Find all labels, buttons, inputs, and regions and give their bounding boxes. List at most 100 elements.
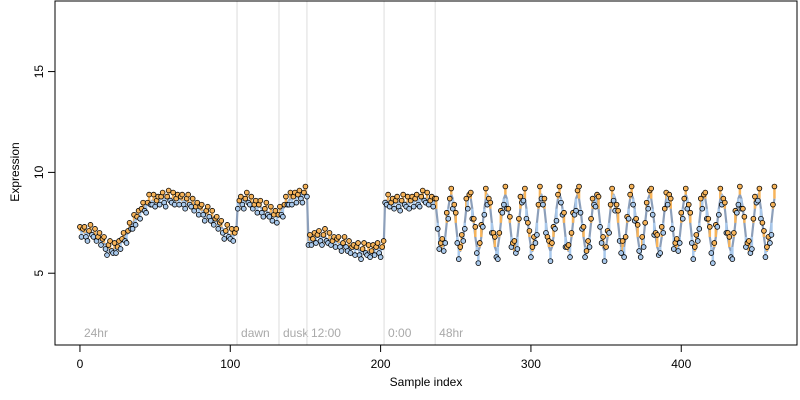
data-point	[547, 258, 554, 264]
data-point	[756, 185, 763, 192]
data-point	[458, 232, 465, 238]
data-point	[607, 201, 614, 208]
data-point	[561, 209, 567, 216]
data-point	[552, 226, 558, 232]
data-point	[263, 199, 270, 206]
data-point	[195, 211, 202, 218]
data-point	[697, 195, 704, 202]
data-point	[165, 187, 172, 194]
annotation-label: 48hr	[439, 326, 463, 340]
data-point	[688, 240, 695, 246]
data-point	[262, 205, 268, 212]
data-point	[691, 244, 698, 250]
data-point	[268, 203, 274, 210]
data-point	[170, 189, 176, 196]
data-point	[507, 213, 513, 220]
data-point	[280, 213, 286, 220]
data-point	[537, 183, 543, 190]
data-point	[669, 226, 676, 232]
data-point	[690, 256, 697, 262]
data-point	[346, 238, 352, 244]
data-point	[338, 248, 345, 254]
data-point	[296, 187, 303, 194]
data-point	[722, 199, 728, 206]
data-point	[675, 248, 682, 254]
data-point	[495, 256, 501, 262]
data-point	[266, 213, 273, 220]
data-point	[630, 201, 636, 208]
data-point	[759, 220, 766, 226]
data-point	[272, 207, 279, 214]
data-point	[222, 228, 229, 234]
data-point	[740, 205, 746, 212]
data-point	[664, 201, 671, 208]
data-point	[474, 250, 480, 256]
data-point	[714, 224, 721, 230]
data-point	[597, 224, 603, 230]
data-point	[762, 254, 769, 260]
data-point	[621, 254, 627, 260]
data-point	[729, 256, 736, 262]
data-point	[699, 205, 706, 212]
data-point	[660, 230, 667, 236]
data-point	[583, 248, 590, 254]
data-point	[140, 199, 146, 206]
data-point	[313, 240, 319, 246]
data-point	[654, 232, 660, 238]
data-point	[433, 195, 440, 202]
data-point	[555, 191, 561, 198]
data-point	[210, 222, 217, 228]
data-point	[406, 205, 412, 212]
data-point	[634, 222, 641, 228]
data-point	[440, 248, 447, 254]
data-point	[156, 201, 163, 208]
data-point	[472, 224, 479, 230]
data-point	[670, 246, 677, 252]
data-point	[685, 201, 692, 208]
data-point	[448, 185, 455, 192]
data-point	[397, 207, 403, 214]
data-point	[179, 191, 185, 198]
data-point	[657, 250, 664, 256]
data-point	[501, 201, 507, 208]
data-point	[377, 254, 384, 260]
data-point	[741, 213, 748, 220]
data-point	[648, 185, 654, 192]
data-point	[752, 193, 758, 200]
data-point	[565, 242, 572, 248]
data-point	[194, 199, 201, 206]
data-point	[215, 226, 222, 232]
data-point	[480, 224, 486, 230]
data-point	[326, 230, 333, 236]
data-point	[601, 258, 608, 264]
data-point	[731, 230, 737, 236]
x-tick-label: 400	[671, 357, 691, 371]
data-point	[111, 240, 118, 246]
data-point	[696, 226, 703, 232]
data-point	[241, 205, 247, 212]
data-point	[132, 222, 139, 228]
data-point	[221, 236, 228, 242]
data-point	[394, 193, 400, 200]
data-point	[556, 183, 563, 190]
data-point	[340, 240, 346, 246]
data-point	[260, 213, 267, 220]
data-point	[717, 185, 724, 192]
data-point	[374, 240, 381, 246]
data-point	[451, 201, 458, 208]
x-tick-label: 200	[371, 357, 391, 371]
data-point	[113, 250, 119, 256]
data-point	[534, 232, 540, 238]
data-point	[770, 201, 776, 208]
data-point	[761, 228, 767, 234]
data-point	[335, 234, 342, 240]
data-point	[496, 230, 503, 236]
data-point	[540, 201, 546, 208]
data-point	[96, 230, 103, 236]
data-point	[307, 232, 313, 238]
data-point	[526, 228, 533, 234]
data-point	[254, 209, 261, 216]
data-point	[430, 203, 437, 210]
data-point	[416, 203, 423, 210]
data-point	[224, 222, 231, 228]
